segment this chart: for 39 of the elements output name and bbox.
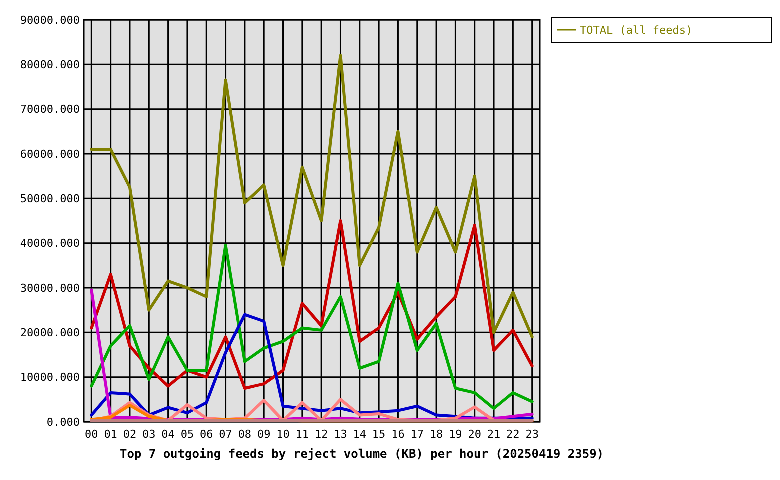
x-tick-label: 18 [430, 428, 444, 441]
line-series [90, 220, 534, 390]
x-tick-label: 17 [410, 428, 424, 441]
x-tick-label: 11 [296, 428, 310, 441]
y-tick-label: 10000.000 [20, 371, 80, 384]
y-tick-label: 30000.000 [20, 282, 80, 295]
y-tick-label: 40000.000 [20, 237, 80, 250]
x-tick-label: 21 [487, 428, 501, 441]
y-tick-label: 90000.000 [20, 14, 80, 27]
x-tick-label: 00 [85, 428, 98, 441]
x-tick-label: 05 [180, 428, 194, 441]
x-tick-label: 07 [219, 428, 232, 441]
line-series [90, 54, 534, 339]
x-tick-label: 06 [200, 428, 214, 441]
x-tick-label: 15 [372, 428, 386, 441]
y-tick-label: 50000.000 [20, 192, 80, 206]
y-tick-label: 20000.000 [20, 326, 80, 340]
line-series [90, 244, 534, 410]
x-tick-label: 09 [257, 428, 271, 441]
y-tick-label: 60000.000 [20, 148, 80, 161]
x-tick-label: 16 [392, 428, 405, 441]
legend-label: TOTAL (all feeds) [580, 24, 693, 37]
x-tick-label: 23 [526, 428, 539, 441]
x-tick-label: 02 [123, 428, 137, 441]
x-tick-label: 12 [314, 428, 328, 441]
x-tick-label: 20 [468, 428, 482, 441]
x-tick-label: 04 [162, 428, 176, 441]
x-tick-label: 03 [142, 428, 156, 441]
x-tick-label: 14 [353, 428, 367, 441]
x-tick-label: 01 [104, 428, 118, 441]
x-tick-label: 19 [449, 428, 462, 441]
y-tick-label: 80000.000 [20, 58, 80, 72]
x-tick-label: 13 [334, 428, 348, 441]
x-tick-label: 22 [506, 428, 520, 441]
text: Top 7 outgoing feeds by reject volume (KB) per hour (20250419 2359) [120, 447, 604, 461]
x-tick-label: 10 [276, 428, 290, 441]
x-tick-label: 08 [238, 428, 252, 441]
y-tick-label: 70000.000 [20, 103, 80, 116]
y-tick-label: 0.000 [46, 416, 80, 429]
